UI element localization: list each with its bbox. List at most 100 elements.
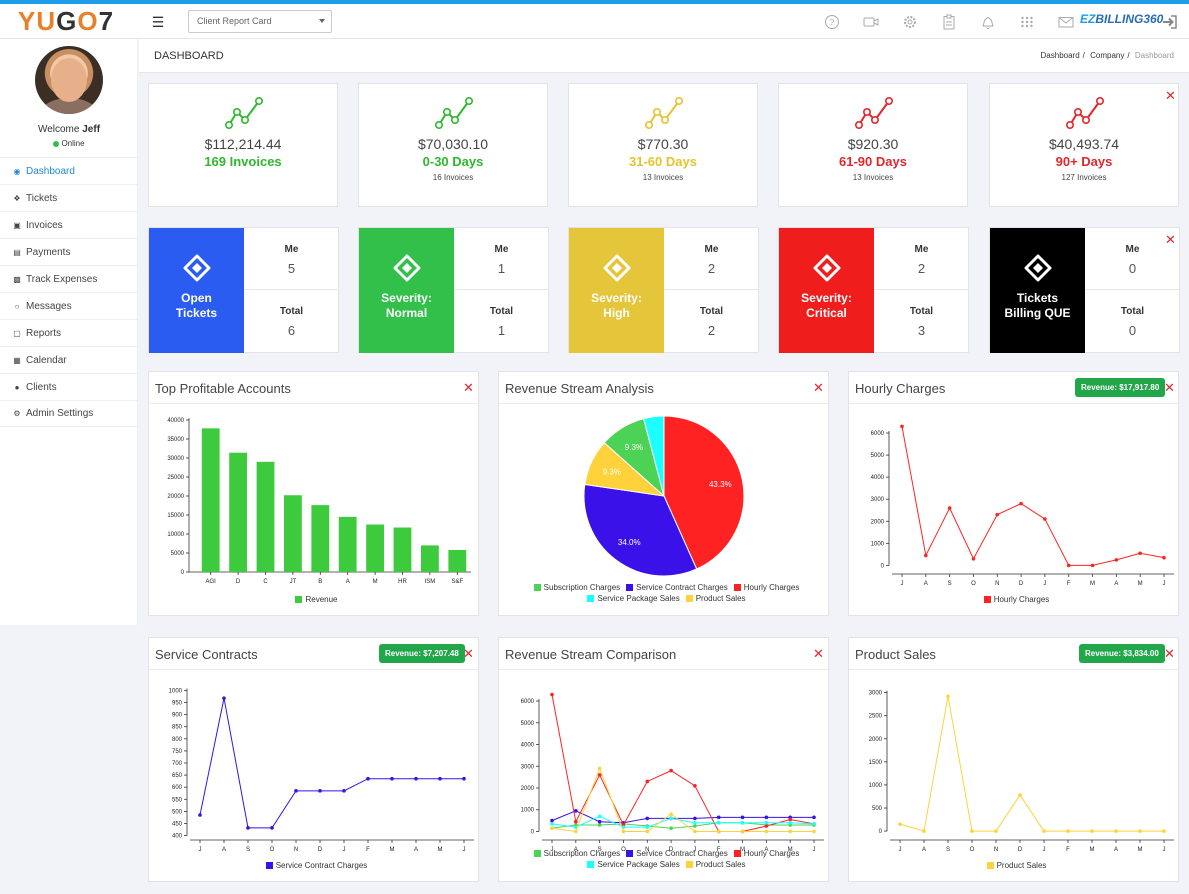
y-tick-label: 2000 (871, 519, 885, 525)
close-icon[interactable]: ✕ (813, 646, 824, 661)
close-icon[interactable]: ✕ (813, 380, 824, 395)
avatar-shirt (41, 98, 97, 114)
bell-icon[interactable] (968, 10, 1007, 34)
legend-item[interactable]: Subscription Charges (528, 849, 620, 858)
x-tick-label: M (1138, 847, 1143, 853)
video-icon[interactable] (851, 10, 890, 34)
data-point (898, 822, 902, 826)
invoice-count: 13 Invoices (642, 173, 684, 182)
sidebar-item-reports[interactable]: ▢ Reports (0, 319, 138, 346)
x-tick-label: J (199, 847, 202, 853)
close-icon[interactable]: ✕ (463, 646, 474, 661)
sidebar-item-invoices[interactable]: ▣ Invoices (0, 211, 138, 238)
sidebar-item-track-expenses[interactable]: ▩ Track Expenses (0, 265, 138, 292)
x-tick-label: A (1114, 581, 1118, 587)
bar-ism (420, 545, 439, 572)
legend-item[interactable]: Revenue (289, 595, 338, 604)
x-tick-label: J (1043, 581, 1046, 587)
me-value: 0 (1128, 261, 1137, 276)
trend-up-icon (1065, 97, 1104, 129)
legend-item[interactable]: Hourly Charges (978, 595, 1049, 604)
close-icon[interactable]: ✕ (1164, 380, 1175, 395)
legend-item[interactable]: Service Contract Charges (620, 849, 728, 858)
x-tick-label: D (669, 847, 674, 853)
sidebar-item-clients[interactable]: ● Clients (0, 373, 138, 400)
ticket-card[interactable]: Open Tickets Me 5 Total 6 (148, 227, 339, 353)
ticket-card[interactable]: Severity: High Me 2 Total 2 (568, 227, 759, 353)
report-select[interactable]: Client Report Card (188, 10, 332, 33)
legend-item[interactable]: Service Contract Charges (620, 583, 728, 592)
logout-icon[interactable] (1162, 14, 1178, 30)
ticket-card[interactable]: Severity: Critical Me 2 Total 3 (778, 227, 969, 353)
y-tick-label: 400 (172, 834, 183, 840)
breadcrumb-company[interactable]: Company (1090, 51, 1125, 60)
y-tick-label: 1500 (869, 760, 883, 766)
sidebar-item-calendar[interactable]: ▦ Calendar (0, 346, 138, 373)
legend-item[interactable]: Service Package Sales (581, 860, 680, 869)
ticket-tile[interactable]: Severity: Critical (779, 228, 874, 353)
welcome-text: Welcome Jeff (0, 124, 138, 135)
hamburger-icon[interactable]: ☰ (151, 14, 165, 30)
panel-title: Service Contracts (155, 647, 258, 662)
breadcrumb-dashboard[interactable]: Dashboard (1040, 51, 1080, 60)
ticket-total-count: Total 1 (454, 290, 549, 352)
close-icon[interactable]: ✕ (1165, 232, 1176, 247)
apps-grid-icon[interactable] (1007, 10, 1046, 34)
brand-logo[interactable]: EZBILLING360 (1080, 12, 1163, 26)
avatar[interactable] (35, 46, 103, 114)
legend-item[interactable]: Hourly Charges (728, 849, 799, 858)
legend-item[interactable]: Product Sales (680, 860, 746, 869)
ticket-title: Severity: Critical (779, 291, 874, 321)
legend-item[interactable]: Subscription Charges (528, 583, 620, 592)
x-tick-label: M (390, 847, 395, 853)
close-icon[interactable]: ✕ (1165, 88, 1176, 103)
data-point (693, 824, 697, 828)
clipboard-icon[interactable] (929, 10, 968, 34)
y-tick-label: 30000 (167, 456, 184, 462)
invoice-stat-card[interactable]: $70,030.10 0-30 Days 16 Invoices (358, 83, 548, 207)
status-badge: Online (0, 139, 138, 148)
status-text: Online (61, 139, 85, 148)
sidebar-item-dashboard[interactable]: ◉ Dashboard (0, 157, 138, 184)
y-tick-label: 600 (172, 785, 183, 791)
ticket-tile[interactable]: Severity: Normal (359, 228, 454, 353)
legend-item[interactable]: Product Sales (981, 861, 1046, 870)
close-icon[interactable]: ✕ (1164, 646, 1175, 661)
chart-legend: Service Contract Charges (149, 860, 478, 871)
close-icon[interactable]: ✕ (463, 380, 474, 395)
invoice-stat-card[interactable]: $770.30 31-60 Days 13 Invoices (568, 83, 758, 207)
logo[interactable]: YUGO7 (18, 6, 114, 37)
legend-item[interactable]: Service Package Sales (581, 594, 680, 603)
ticket-icon (393, 254, 421, 282)
x-tick-label: AGI (206, 579, 217, 585)
x-tick-label: M (788, 847, 793, 853)
mail-icon[interactable] (1046, 10, 1085, 34)
sidebar-item-tickets[interactable]: ❖ Tickets (0, 184, 138, 211)
legend-item[interactable]: Hourly Charges (728, 583, 799, 592)
y-tick-label: 750 (172, 749, 183, 755)
y-tick-label: 2500 (869, 714, 883, 720)
ticket-card[interactable]: Severity: Normal Me 1 Total 1 (358, 227, 549, 353)
ticket-tile[interactable]: Open Tickets (149, 228, 244, 353)
ticket-tile[interactable]: Severity: High (569, 228, 664, 353)
sidebar-item-admin-settings[interactable]: ⚙ Admin Settings (0, 400, 138, 427)
invoice-stat-card[interactable]: $112,214.44 169 Invoices (148, 83, 338, 207)
panel-title: Top Profitable Accounts (155, 381, 291, 396)
gear-icon[interactable] (890, 10, 929, 34)
data-point (1066, 829, 1070, 833)
svg-text:?: ? (829, 18, 834, 27)
ticket-card[interactable]: Tickets Billing QUE Me 0 Total 0 ✕ (989, 227, 1180, 353)
data-point (1138, 829, 1142, 833)
sidebar-item-messages[interactable]: ○ Messages (0, 292, 138, 319)
invoice-stat-card[interactable]: $920.30 61-90 Days 13 Invoices (778, 83, 968, 207)
help-icon[interactable]: ? (812, 10, 851, 34)
me-value: 2 (917, 261, 926, 276)
sidebar-item-payments[interactable]: ▤ Payments (0, 238, 138, 265)
legend-item[interactable]: Product Sales (680, 594, 746, 603)
legend-item[interactable]: Service Contract Charges (260, 861, 367, 870)
ticket-tile[interactable]: Tickets Billing QUE (990, 228, 1085, 353)
x-tick-label: A (414, 847, 418, 853)
total-label: Total (909, 306, 934, 317)
y-tick-label: 1000 (869, 783, 883, 789)
invoice-stat-card[interactable]: $40,493.74 90+ Days 127 Invoices ✕ (989, 83, 1179, 207)
